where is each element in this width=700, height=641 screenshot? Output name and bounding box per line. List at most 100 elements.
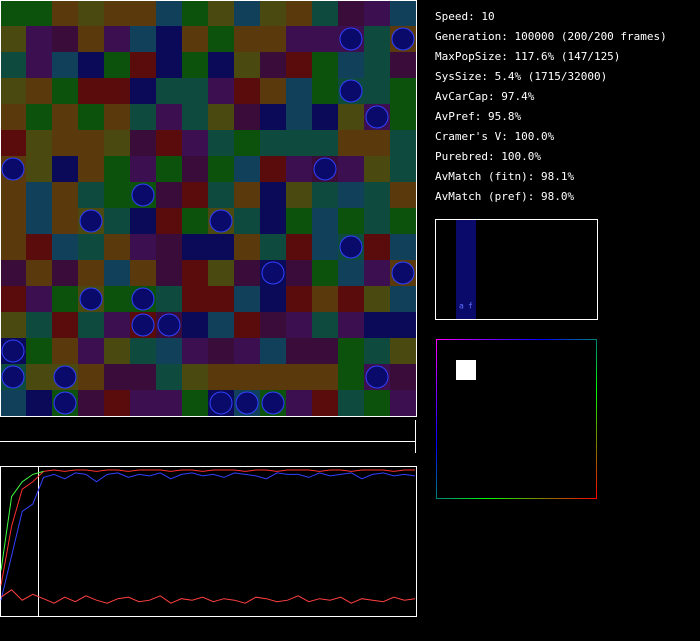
grid-cell — [312, 338, 338, 364]
grid-cell — [390, 52, 416, 78]
pref-marker — [456, 360, 476, 380]
grid-cell — [390, 156, 416, 182]
grid-cell — [338, 104, 364, 130]
grid-cell — [104, 182, 130, 208]
grid-cell — [260, 182, 286, 208]
grid-cell — [52, 156, 78, 182]
grid-cell — [338, 0, 364, 26]
grid-cell — [260, 312, 286, 338]
grid-cell — [26, 182, 52, 208]
grid-cell — [130, 130, 156, 156]
grid-cell — [182, 156, 208, 182]
grid-cell — [312, 286, 338, 312]
grid-cell — [52, 130, 78, 156]
grid-cell — [26, 260, 52, 286]
grid-cell — [78, 0, 104, 26]
grid-cell — [312, 182, 338, 208]
grid-cell — [312, 234, 338, 260]
grid-cell — [208, 78, 234, 104]
grid-cell — [0, 26, 26, 52]
grid-cell — [234, 364, 260, 390]
grid-cell — [286, 130, 312, 156]
grid-cell — [26, 104, 52, 130]
grid-cell — [104, 260, 130, 286]
grid-cell — [260, 156, 286, 182]
grid-cell — [208, 52, 234, 78]
grid-cell — [78, 78, 104, 104]
grid-cell — [234, 52, 260, 78]
grid-cell — [234, 156, 260, 182]
grid-cell — [52, 104, 78, 130]
grid-cell — [364, 338, 390, 364]
grid-cell — [286, 286, 312, 312]
stat-line: Generation: 100000 (200/200 frames) — [435, 30, 667, 43]
grid-cell — [286, 234, 312, 260]
grid-cell — [234, 182, 260, 208]
grid-cell — [208, 156, 234, 182]
grid-cell — [182, 234, 208, 260]
grid-cell — [208, 0, 234, 26]
history-plot — [0, 469, 416, 604]
grid-cell — [260, 234, 286, 260]
grid-cell — [78, 26, 104, 52]
grid-cell — [208, 104, 234, 130]
grid-cell — [182, 208, 208, 234]
grid-cell — [390, 104, 416, 130]
grid-cell — [286, 156, 312, 182]
grid-cell — [312, 390, 338, 416]
grid-cell — [156, 338, 182, 364]
grid-cell — [312, 312, 338, 338]
grid-cell — [208, 26, 234, 52]
grid-cell — [364, 208, 390, 234]
grid-cell — [156, 26, 182, 52]
grid-cell — [312, 208, 338, 234]
grid-cell — [52, 338, 78, 364]
agent — [1, 339, 25, 363]
agent — [313, 157, 337, 181]
grid-cell — [390, 390, 416, 416]
grid-cell — [130, 208, 156, 234]
grid-cell — [364, 26, 390, 52]
grid-cell — [0, 52, 26, 78]
grid-cell — [234, 338, 260, 364]
grid-cell — [312, 0, 338, 26]
grid-cell — [52, 52, 78, 78]
grid-cell — [0, 260, 26, 286]
stat-line: Purebred: 100.0% — [435, 150, 541, 163]
grid-cell — [312, 78, 338, 104]
grid-cell — [208, 364, 234, 390]
pref-box — [436, 339, 597, 499]
grid-cell — [26, 390, 52, 416]
grid-border — [0, 0, 417, 417]
grid-cell — [26, 156, 52, 182]
stat-line: AvMatch (pref): 98.0% — [435, 190, 574, 203]
grid-cell — [182, 338, 208, 364]
mini-bar — [456, 220, 476, 319]
grid-cell — [130, 104, 156, 130]
grid-cell — [0, 312, 26, 338]
grid-cell — [182, 0, 208, 26]
grid-cell — [338, 312, 364, 338]
grid-cell — [390, 182, 416, 208]
grid-cell — [0, 286, 26, 312]
grid-cell — [104, 104, 130, 130]
agent — [261, 391, 285, 415]
grid-cell — [312, 104, 338, 130]
grid-cell — [156, 364, 182, 390]
grid-cell — [104, 78, 130, 104]
grid-cell — [286, 208, 312, 234]
agent — [53, 365, 77, 389]
grid-cell — [156, 208, 182, 234]
history-line — [0, 469, 415, 586]
grid-cell — [260, 338, 286, 364]
agent — [365, 105, 389, 129]
grid-cell — [338, 260, 364, 286]
grid-cell — [338, 338, 364, 364]
grid-cell — [234, 130, 260, 156]
grid-cell — [234, 0, 260, 26]
grid-cell — [104, 338, 130, 364]
grid-cell — [260, 0, 286, 26]
grid-cell — [338, 390, 364, 416]
grid-cell — [104, 208, 130, 234]
